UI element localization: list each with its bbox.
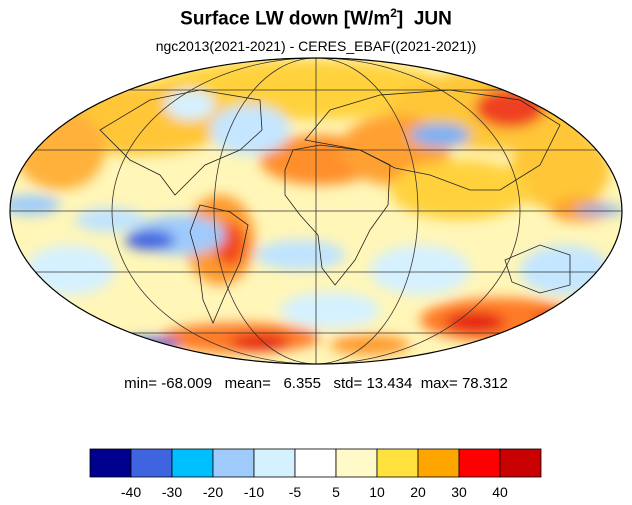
- colorbar-swatch: [89, 448, 132, 478]
- min-label: min=: [124, 375, 158, 392]
- std-label: std=: [333, 375, 363, 392]
- colorbar-swatch: [376, 448, 419, 478]
- statistics-line: min= -68.009 mean= 6.355 std= 13.434 max…: [0, 375, 632, 392]
- colorbar-swatch: [417, 448, 460, 478]
- colorbar-swatch: [294, 448, 337, 478]
- max-value: 78.312: [461, 375, 508, 392]
- title-text: Surface LW down [W/m: [180, 8, 391, 30]
- std-value: 13.434: [366, 375, 413, 392]
- map-border: [9, 57, 623, 365]
- colorbar-swatch: [499, 448, 542, 478]
- colorbar-swatch: [212, 448, 255, 478]
- colorbar-tick-label: -30: [162, 484, 182, 500]
- world-map: [9, 57, 623, 365]
- colorbar-tick-label: 5: [332, 484, 340, 500]
- colorbar-tick-label: 40: [492, 484, 508, 500]
- title-month: JUN: [413, 8, 452, 30]
- map-subtitle: ngc2013(2021-2021) - CERES_EBAF((2021-20…: [155, 38, 477, 54]
- colorbar-tick-label: 10: [369, 484, 385, 500]
- colorbar-tick-label: -20: [203, 484, 223, 500]
- title-superscript: 2: [390, 6, 397, 20]
- mean-label: mean=: [224, 375, 271, 392]
- colorbar-tick-label: -5: [289, 484, 302, 500]
- difference-field: [10, 58, 622, 364]
- coastlines: [99, 89, 571, 325]
- colorbar-swatch: [130, 448, 173, 478]
- mean-value: 6.355: [283, 375, 321, 392]
- max-label: max=: [420, 375, 458, 392]
- colorbar-swatch: [171, 448, 214, 478]
- min-value: -68.009: [161, 375, 213, 392]
- colorbar-swatch: [335, 448, 378, 478]
- title-close: ]: [396, 8, 404, 30]
- colorbar-swatch: [253, 448, 296, 478]
- colorbar-tick-label: -40: [121, 484, 141, 500]
- colorbar-tick-label: 30: [451, 484, 467, 500]
- map-title: Surface LW down [W/m2] JUN: [0, 6, 632, 30]
- colorbar-tick-label: 20: [410, 484, 426, 500]
- colorbar-swatch: [458, 448, 501, 478]
- colorbar-tick-label: -10: [244, 484, 264, 500]
